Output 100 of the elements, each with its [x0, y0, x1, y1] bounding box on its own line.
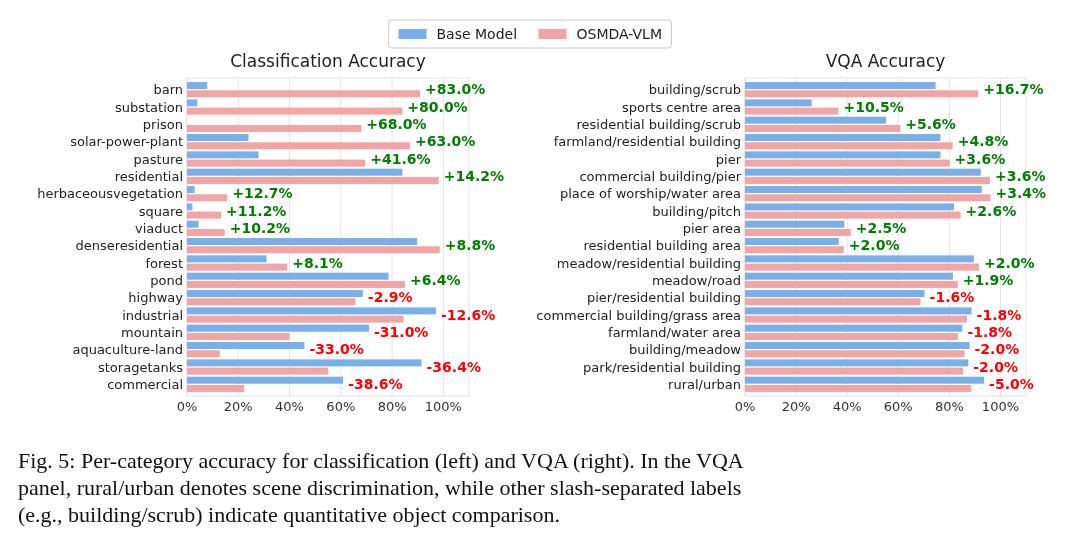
x-tick-label: 40% [832, 399, 862, 414]
annotation: +2.5% [855, 219, 907, 236]
bar [745, 280, 958, 288]
annotation: +2.0% [984, 254, 1035, 271]
y-tick-label: rural/urban [668, 376, 741, 392]
y-tick-label: building/pitch [652, 203, 741, 219]
bar [745, 324, 963, 332]
bar [745, 168, 981, 176]
bar [187, 298, 356, 306]
y-tick-label: residential [114, 168, 183, 184]
annotation: +2.6% [965, 202, 1017, 219]
annotation: -2.0% [974, 341, 1020, 358]
annotation: -1.8% [976, 306, 1022, 323]
bar [187, 220, 199, 228]
bar [187, 280, 405, 288]
bar [745, 107, 839, 115]
y-tick-label: forest [145, 255, 183, 271]
annotation: +8.8% [444, 237, 496, 254]
bar [745, 263, 979, 271]
bar [187, 290, 363, 298]
bar [187, 186, 195, 194]
annotation: -38.6% [348, 375, 403, 392]
annotation: +16.7% [983, 81, 1044, 98]
bar [187, 342, 305, 350]
bar [745, 228, 851, 236]
bar [187, 376, 344, 384]
caption: Fig. 5: Per-category accuracy for classification (left) and VQA (right). In the VQA panel, rural/urban denotes scene discrimination, while other slash-separated labels (e.g., building/scrub) indicate quantitative object comparison. [18, 448, 744, 527]
y-tick-label: denseresidential [75, 238, 183, 254]
bar [187, 272, 389, 280]
bar [745, 367, 964, 375]
y-tick-label: substation [114, 99, 183, 115]
bar [187, 350, 220, 358]
annotation: -12.6% [440, 306, 496, 323]
bar [745, 159, 950, 167]
annotation: +4.8% [957, 133, 1009, 150]
y-tick-label: pier [715, 151, 742, 167]
bar [187, 203, 193, 211]
y-tick-label: highway [128, 290, 184, 306]
y-tick-label: farmland/water area [608, 324, 741, 340]
y-tick-label: mountain [120, 324, 183, 340]
bar [187, 107, 403, 115]
x-tick-label: 80% [934, 399, 964, 414]
y-tick-label: industrial [122, 307, 183, 323]
x-tick-label: 20% [781, 399, 811, 414]
annotation: +10.2% [229, 219, 290, 236]
bar [745, 272, 953, 280]
annotation: +83.0% [425, 81, 486, 98]
y-tick-label: park/residential building [583, 359, 741, 375]
annotation: -31.0% [374, 323, 429, 340]
bar [745, 315, 967, 323]
bar [745, 99, 812, 107]
bar [745, 186, 982, 194]
bar [187, 211, 222, 219]
bar [187, 332, 290, 340]
bar [187, 168, 403, 176]
bar [187, 124, 362, 132]
y-tick-label: residential building area [583, 238, 741, 254]
y-tick-label: solar-power-plant [70, 134, 183, 150]
annotation: +10.5% [843, 98, 904, 115]
annotation: -36.4% [426, 358, 481, 375]
bar [187, 194, 228, 202]
x-tick-label: 40% [275, 399, 304, 414]
bar [745, 151, 941, 159]
bar [745, 134, 941, 142]
annotation: -5.0% [989, 375, 1034, 392]
bar [187, 246, 440, 254]
bar [187, 307, 436, 315]
y-tick-label: sports centre area [622, 99, 741, 115]
bar [187, 238, 418, 246]
bar [745, 350, 965, 358]
y-tick-label: commercial building/grass area [536, 307, 741, 323]
y-tick-label: square [138, 203, 183, 219]
bar [745, 194, 991, 202]
bar [187, 99, 198, 107]
annotation: +41.6% [370, 150, 431, 167]
bar [745, 376, 985, 384]
y-tick-label: herbaceousvegetation [37, 186, 183, 202]
annotation: +8.1% [292, 254, 343, 271]
y-tick-label: pond [150, 272, 183, 288]
x-tick-label: 80% [377, 399, 407, 414]
bar [187, 359, 422, 367]
bar [187, 367, 329, 375]
bar [187, 263, 288, 271]
bar [745, 116, 887, 124]
y-tick-label: building/scrub [648, 82, 741, 98]
annotation: +5.6% [905, 115, 956, 132]
annotation: -2.0% [973, 358, 1018, 375]
y-tick-label: building/meadow [629, 342, 742, 358]
annotation: -33.0% [309, 341, 364, 358]
annotation: +3.6% [954, 150, 1006, 167]
annotation: +3.4% [995, 185, 1047, 202]
bar [187, 142, 411, 150]
x-tick-label: 0% [176, 399, 198, 414]
y-tick-label: storagetanks [98, 359, 184, 375]
bar [187, 134, 249, 142]
bar [187, 176, 439, 184]
bar [745, 359, 969, 367]
bar [745, 342, 970, 350]
annotation: +1.9% [962, 271, 1014, 288]
y-tick-label: pasture [133, 151, 183, 167]
